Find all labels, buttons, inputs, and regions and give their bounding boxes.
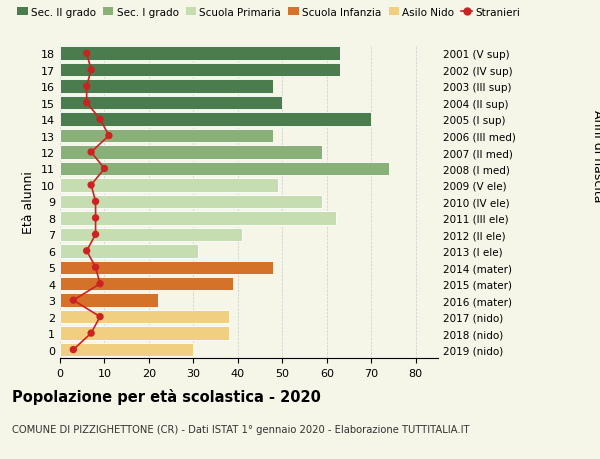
- Bar: [60, 343, 193, 357]
- Bar: [60, 162, 389, 176]
- Bar: [60, 294, 158, 307]
- Bar: [60, 327, 229, 340]
- Bar: [60, 310, 229, 324]
- Point: [95, 280, 105, 288]
- Point: [86, 149, 96, 157]
- Bar: [60, 129, 274, 143]
- Point: [95, 116, 105, 123]
- Point: [86, 330, 96, 337]
- Point: [82, 83, 91, 90]
- Bar: [60, 277, 233, 291]
- Text: Anni di nascita: Anni di nascita: [590, 110, 600, 202]
- Point: [82, 50, 91, 58]
- Text: COMUNE DI PIZZIGHETTONE (CR) - Dati ISTAT 1° gennaio 2020 - Elaborazione TUTTITA: COMUNE DI PIZZIGHETTONE (CR) - Dati ISTA…: [12, 425, 470, 435]
- Bar: [60, 47, 340, 61]
- Bar: [60, 261, 274, 274]
- Point: [86, 67, 96, 74]
- Bar: [60, 113, 371, 127]
- Bar: [60, 228, 242, 241]
- Point: [68, 346, 78, 353]
- Bar: [60, 179, 278, 192]
- Legend: Sec. II grado, Sec. I grado, Scuola Primaria, Scuola Infanzia, Asilo Nido, Stran: Sec. II grado, Sec. I grado, Scuola Prim…: [17, 7, 520, 17]
- Point: [68, 297, 78, 304]
- Point: [104, 133, 114, 140]
- Bar: [60, 97, 283, 110]
- Bar: [60, 212, 336, 225]
- Point: [91, 264, 100, 271]
- Point: [91, 231, 100, 239]
- Bar: [60, 195, 322, 209]
- Bar: [60, 146, 322, 159]
- Point: [100, 165, 109, 173]
- Y-axis label: Età alunni: Età alunni: [22, 171, 35, 233]
- Bar: [60, 245, 198, 258]
- Point: [95, 313, 105, 321]
- Bar: [60, 64, 340, 77]
- Point: [91, 215, 100, 222]
- Point: [82, 100, 91, 107]
- Point: [86, 182, 96, 189]
- Point: [82, 247, 91, 255]
- Text: Popolazione per età scolastica - 2020: Popolazione per età scolastica - 2020: [12, 388, 321, 404]
- Point: [91, 198, 100, 206]
- Bar: [60, 80, 274, 94]
